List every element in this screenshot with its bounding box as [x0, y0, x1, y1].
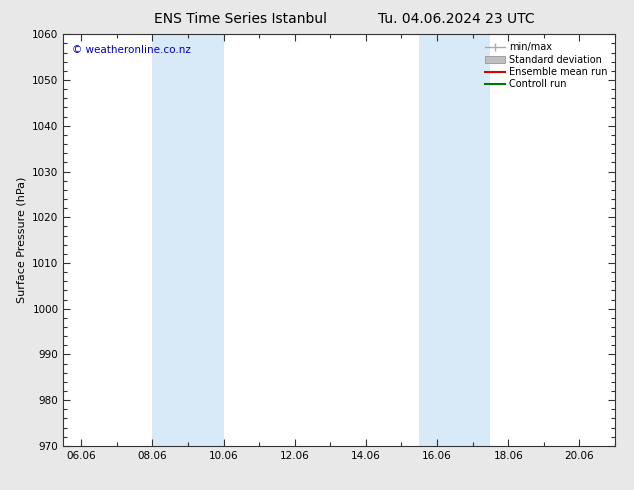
Legend: min/max, Standard deviation, Ensemble mean run, Controll run: min/max, Standard deviation, Ensemble me… — [482, 39, 610, 92]
Text: Tu. 04.06.2024 23 UTC: Tu. 04.06.2024 23 UTC — [378, 12, 535, 26]
Text: © weatheronline.co.nz: © weatheronline.co.nz — [72, 45, 191, 54]
Text: ENS Time Series Istanbul: ENS Time Series Istanbul — [155, 12, 327, 26]
Bar — [152, 34, 224, 446]
Y-axis label: Surface Pressure (hPa): Surface Pressure (hPa) — [16, 177, 27, 303]
Bar — [419, 34, 491, 446]
